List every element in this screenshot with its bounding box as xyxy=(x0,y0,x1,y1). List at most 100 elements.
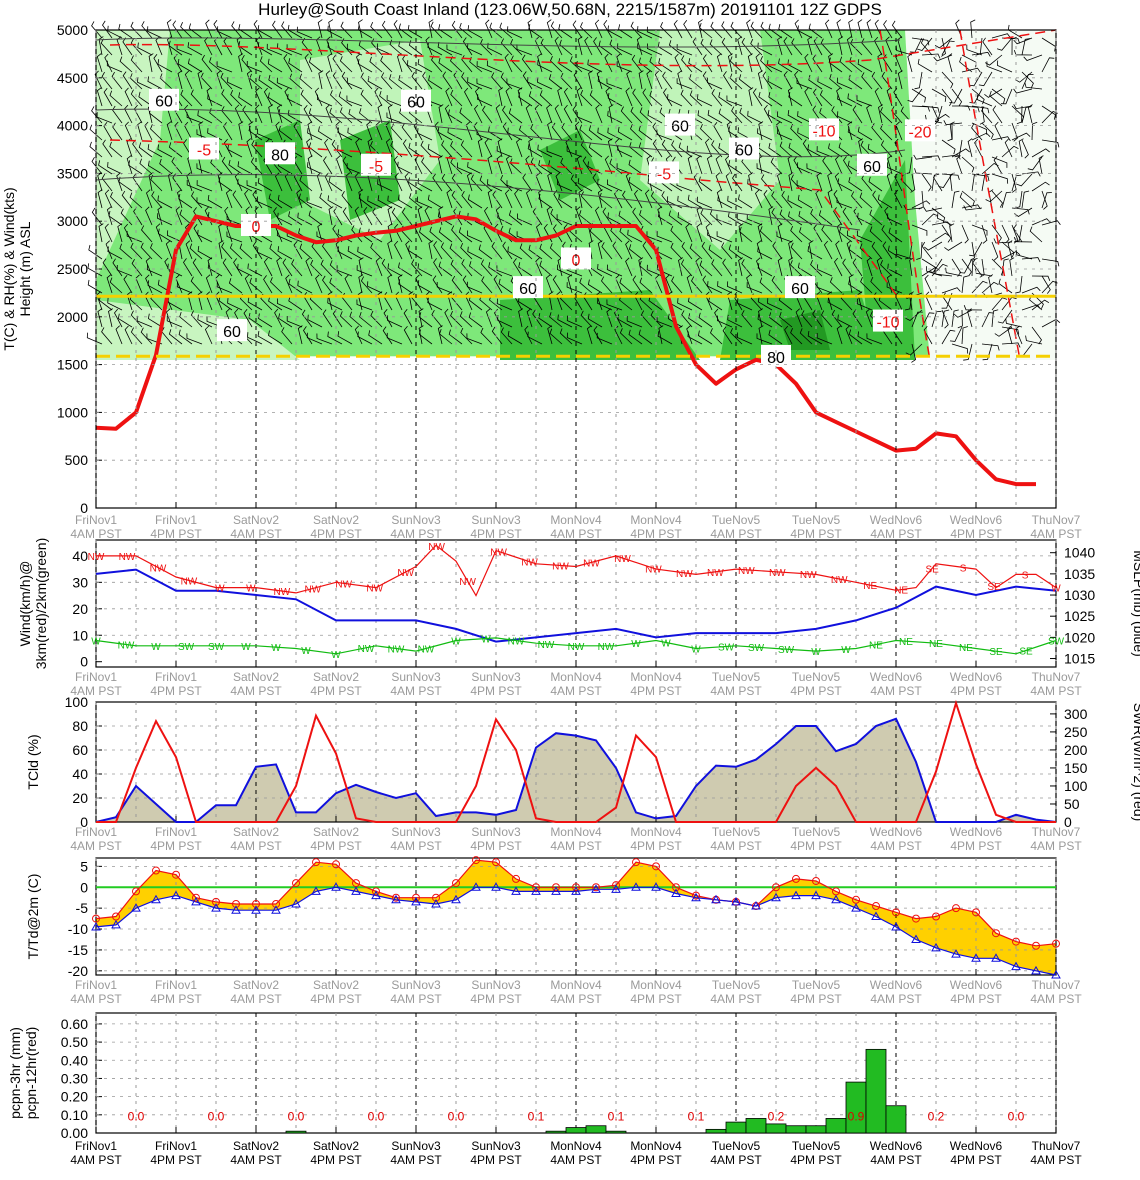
wind-barb xyxy=(790,260,803,277)
wind-barb xyxy=(246,70,253,90)
panel1-xlabel-hour: 4AM PST xyxy=(550,527,602,541)
wind2km-dir: SW xyxy=(778,645,795,656)
td2m-point xyxy=(131,903,141,912)
wind-barb xyxy=(257,331,273,345)
wind-barb xyxy=(508,210,523,226)
wind-barb xyxy=(731,106,743,124)
wind-barb xyxy=(348,108,363,124)
wind-barb xyxy=(646,26,663,39)
wind-barb xyxy=(874,87,883,107)
wind-barb xyxy=(413,121,423,141)
wind-barb xyxy=(241,55,253,73)
wind-barb xyxy=(476,78,493,90)
panel3-xlabel-hour: 4PM PST xyxy=(470,839,522,853)
wind-barb xyxy=(1015,275,1023,294)
wind-barb xyxy=(572,105,583,124)
wind-barb xyxy=(354,172,363,192)
wind-barb xyxy=(197,70,203,90)
wind-barb xyxy=(360,276,373,294)
wind-barb xyxy=(323,156,333,175)
wind-barb xyxy=(104,53,113,73)
wind-barb xyxy=(354,325,363,345)
wind-barb xyxy=(276,257,283,277)
wind-barb xyxy=(802,139,813,158)
wind-barb xyxy=(777,36,783,56)
wind-barb xyxy=(266,43,283,56)
wind-barb xyxy=(701,241,713,260)
wind-barb xyxy=(207,262,223,277)
wind-barb xyxy=(791,38,803,56)
wind-barb xyxy=(431,310,443,328)
wind-barb xyxy=(637,26,653,39)
wind-barb xyxy=(891,20,903,39)
td2m-point xyxy=(951,949,961,958)
wind-barb xyxy=(914,168,933,175)
wind-barb xyxy=(961,204,981,210)
wind-barb xyxy=(185,240,193,260)
wind-barb xyxy=(837,178,853,192)
wind-barb xyxy=(207,93,223,107)
wind-barb xyxy=(109,141,123,158)
td2m-point xyxy=(831,894,841,904)
wind-barb xyxy=(563,87,573,107)
wind-barb xyxy=(656,231,673,243)
wind-barb xyxy=(137,42,153,56)
wind-barb xyxy=(697,330,713,345)
wind-barb xyxy=(911,37,930,46)
wind-barb xyxy=(297,280,313,294)
wind-barb xyxy=(650,310,663,328)
wind-barb xyxy=(991,297,1008,311)
wind-barb xyxy=(783,70,793,90)
wind-barb xyxy=(700,38,713,56)
wind-barb xyxy=(258,313,273,328)
ytick-left-label: 80 xyxy=(72,718,88,734)
wind-barb xyxy=(622,190,633,209)
wind-barb xyxy=(632,88,643,107)
wind-barb xyxy=(176,281,193,294)
td2m-point xyxy=(391,894,401,904)
wind-barb xyxy=(878,104,883,124)
wind-barb xyxy=(502,241,513,260)
wind-barb xyxy=(596,332,613,345)
wind-barb xyxy=(860,277,873,294)
wind-barb xyxy=(687,296,703,311)
wind-barb xyxy=(141,225,153,243)
wind3km-dir: NW xyxy=(676,569,693,580)
panel4-xlabel-day: TueNov5 xyxy=(712,978,761,992)
wind-barb xyxy=(500,327,513,345)
wind-barb xyxy=(124,121,133,141)
wind-barb xyxy=(346,95,363,107)
contour-label-bg xyxy=(265,142,295,165)
wind-barb xyxy=(654,70,663,90)
panel3-xlabel-day: SunNov3 xyxy=(471,825,521,839)
wind-barb xyxy=(928,258,943,273)
wind-barb xyxy=(715,155,723,175)
td2m-point xyxy=(171,890,181,900)
wind-barb xyxy=(450,310,463,328)
wind-barb xyxy=(572,20,583,39)
wind-barb xyxy=(842,207,853,226)
panel3-xlabel-hour: 4AM PST xyxy=(710,839,762,853)
panel2-xlabel-hour: 4AM PST xyxy=(1030,684,1082,698)
wind-barb xyxy=(549,328,563,345)
wind-barb xyxy=(98,223,104,243)
wind-barb xyxy=(209,57,223,73)
wind-barb xyxy=(746,19,753,39)
wind-barb xyxy=(989,90,1003,107)
ytick-label: 1000 xyxy=(57,404,88,420)
panel2-xlabel-day: SatNov2 xyxy=(233,670,279,684)
wind-barb xyxy=(647,110,663,124)
wind-barb xyxy=(837,111,853,124)
wind-barb xyxy=(1031,181,1050,192)
wind-barb xyxy=(550,208,563,226)
wind-barb xyxy=(363,207,373,226)
wind-barb xyxy=(871,123,883,141)
wind-barb xyxy=(505,155,513,175)
wind-barb xyxy=(112,105,123,124)
wind-barb xyxy=(781,191,793,209)
wind2km-dir: W xyxy=(271,643,281,654)
wind-barb xyxy=(595,104,603,124)
t2m-point xyxy=(192,893,200,902)
wind-barb xyxy=(150,243,163,260)
wind-barb xyxy=(941,173,960,181)
